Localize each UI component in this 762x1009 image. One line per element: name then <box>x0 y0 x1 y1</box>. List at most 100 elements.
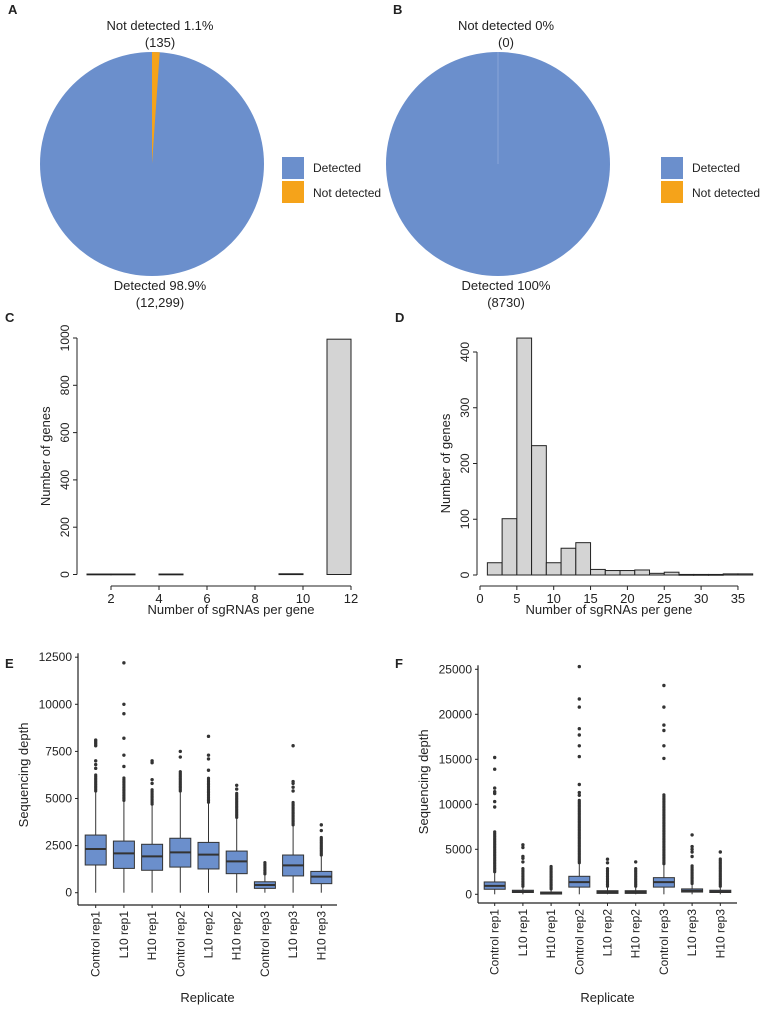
y-axis-label: Number of genes <box>438 413 453 513</box>
y-tick-label: 10000 <box>39 697 73 711</box>
box-l10-rep3 <box>282 744 305 893</box>
x-tick-label: L10 rep1 <box>516 909 530 957</box>
x-tick-label: Control rep1 <box>89 911 103 977</box>
x-tick-label: 20 <box>620 591 634 606</box>
outlier-point <box>493 830 497 834</box>
y-tick-label: 100 <box>458 509 472 529</box>
x-axis-label: Replicate <box>180 990 234 1005</box>
histogram-bar <box>545 562 562 576</box>
outlier-point <box>690 854 694 859</box>
histogram-bar <box>326 338 352 575</box>
box-control-rep2 <box>568 664 591 895</box>
outlier-point <box>577 744 581 748</box>
outlier-point <box>577 798 581 803</box>
histogram-bar <box>486 562 503 576</box>
legend: Detected Not detected <box>661 157 760 203</box>
histogram-bar <box>619 570 636 576</box>
outlier-point <box>291 779 295 784</box>
slice-label-not-detected: Not detected 0% <box>458 18 555 33</box>
panel-label-e: E <box>5 656 14 671</box>
outlier-point <box>319 828 323 833</box>
y-tick-label: 5000 <box>45 792 72 806</box>
y-tick-label: 20000 <box>439 707 473 721</box>
x-tick-label: L10 rep2 <box>202 911 216 959</box>
histogram-bar <box>634 569 651 576</box>
y-axis-label: Sequencing depth <box>416 729 431 834</box>
outlier-point <box>662 756 666 761</box>
pie-chart-a: Not detected 1.1% (135) Detected 98.9% (12,… <box>40 18 381 310</box>
outlier-point <box>690 844 694 849</box>
x-tick-label: Control rep1 <box>488 909 502 975</box>
y-tick-label: 0 <box>58 571 72 578</box>
histogram-bar <box>158 573 184 576</box>
outlier-point <box>690 847 694 851</box>
outlier-point <box>662 744 666 748</box>
outlier-point <box>493 799 497 804</box>
outlier-point <box>122 702 126 706</box>
histogram-bar <box>707 573 724 576</box>
outlier-point <box>291 789 295 793</box>
outlier-point <box>235 791 239 795</box>
outlier-point <box>122 712 126 716</box>
outlier-point <box>521 845 525 850</box>
outlier-point <box>690 833 694 837</box>
x-tick-label: 5 <box>513 591 520 606</box>
histogram-bar <box>737 573 754 576</box>
box-iqr <box>197 841 220 870</box>
box-l10-rep2 <box>197 734 220 893</box>
outlier-point <box>549 864 553 869</box>
outlier-point <box>634 860 638 864</box>
outlier-point <box>122 764 126 769</box>
outlier-point <box>94 766 98 771</box>
x-tick-label: L10 rep3 <box>685 909 699 957</box>
outlier-point <box>122 776 126 780</box>
outlier-point <box>94 738 98 742</box>
histogram-bar <box>575 542 592 576</box>
outlier-point <box>206 776 211 780</box>
histogram-bar <box>501 518 518 576</box>
pie-chart-b: Not detected 0% (0) Detected 100% (8730) Det… <box>386 18 760 310</box>
panel-letter: F <box>395 656 403 671</box>
outlier-point <box>577 754 581 759</box>
y-tick-label: 400 <box>458 342 472 362</box>
x-tick-label: L10 rep1 <box>117 911 131 959</box>
y-tick-label: 800 <box>58 375 72 395</box>
y-tick-label: 25000 <box>439 662 473 676</box>
outlier-point <box>521 854 525 859</box>
outlier-point <box>206 753 211 757</box>
x-tick-label: 30 <box>694 591 708 606</box>
outlier-point <box>662 683 666 688</box>
outlier-point <box>291 744 295 748</box>
slice-count-detected: (8730) <box>487 295 525 310</box>
x-tick-label: 10 <box>546 591 560 606</box>
x-axis-label: Number of sgRNAs per gene <box>148 602 315 617</box>
legend-label-detected: Detected <box>313 161 361 175</box>
outlier-point <box>662 793 666 797</box>
box-control-rep2 <box>169 749 192 893</box>
x-axis-label: Replicate <box>580 990 634 1005</box>
legend: Detected Not detected <box>282 157 381 203</box>
x-tick-label: H10 rep1 <box>145 911 159 961</box>
outlier-point <box>662 705 666 709</box>
box-iqr <box>112 840 135 869</box>
box-h10-rep2 <box>225 783 248 893</box>
x-tick-label: 2 <box>107 591 114 606</box>
outlier-point <box>94 773 98 777</box>
legend-swatch-not-detected <box>282 181 304 203</box>
outlier-point <box>577 733 581 737</box>
y-tick-label: 10000 <box>439 797 473 811</box>
y-tick-label: 2500 <box>45 839 72 853</box>
panel-letter: C <box>5 310 15 325</box>
box-iqr <box>84 834 107 866</box>
histogram-bar <box>86 573 112 576</box>
outlier-point <box>634 867 638 871</box>
outlier-point <box>493 786 497 790</box>
outlier-point <box>493 755 497 760</box>
outlier-point <box>319 835 323 840</box>
slice-count-not-detected: (135) <box>145 35 175 50</box>
panel-label-f: F <box>395 656 403 671</box>
x-tick-label: 25 <box>657 591 671 606</box>
outlier-point <box>122 661 126 665</box>
y-tick-label: 300 <box>458 397 472 417</box>
